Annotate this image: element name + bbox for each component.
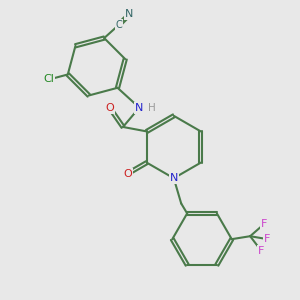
Text: Cl: Cl bbox=[44, 74, 55, 85]
Text: C: C bbox=[116, 20, 122, 30]
Text: N: N bbox=[135, 103, 143, 112]
Text: F: F bbox=[258, 246, 265, 256]
Text: N: N bbox=[169, 173, 178, 183]
Text: N: N bbox=[125, 9, 134, 19]
Text: H: H bbox=[148, 103, 156, 112]
Text: F: F bbox=[264, 234, 271, 244]
Text: O: O bbox=[105, 103, 114, 112]
Text: O: O bbox=[123, 169, 132, 179]
Text: F: F bbox=[261, 219, 268, 229]
